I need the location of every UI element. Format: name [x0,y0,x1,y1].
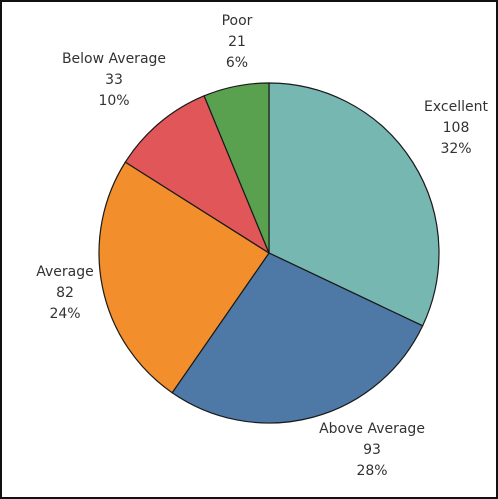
slice-label-average-name: Average [36,264,94,280]
slice-label-average-percent: 24% [49,306,80,322]
slice-label-poor-name: Poor [222,13,253,29]
slice-label-below-average-value: 33 [105,72,123,88]
pie-slice-poor [203,82,270,254]
slice-labels: Excellent 108 32% Above Average 93 28% Average… [36,13,488,479]
slice-label-above-average-name: Above Average [319,421,425,437]
slice-label-below-average-name: Below Average [62,51,166,67]
slice-label-excellent-value: 108 [443,120,470,136]
pie-slice-excellent [268,82,440,327]
slice-label-poor-value: 21 [228,34,246,50]
pie-slices [98,82,440,424]
pie-slice-below-average [124,95,271,255]
slice-label-excellent-name: Excellent [424,99,488,115]
pie-slice-above-average [171,252,424,424]
slice-label-above-average-percent: 28% [356,463,387,479]
pie-slice-average [98,161,270,394]
slice-label-average-value: 82 [56,285,74,301]
slice-label-poor-percent: 6% [226,55,248,71]
slice-label-excellent-percent: 32% [440,141,471,157]
slice-label-below-average-percent: 10% [98,93,129,109]
slice-label-above-average-value: 93 [363,442,381,458]
